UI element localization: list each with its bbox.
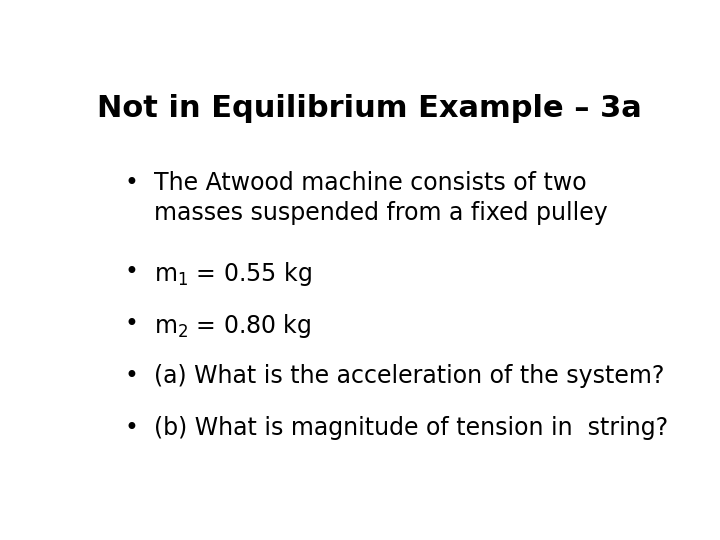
Text: m$_2$ = 0.80 kg: m$_2$ = 0.80 kg: [154, 312, 311, 340]
Text: •: •: [125, 364, 139, 388]
Text: •: •: [125, 416, 139, 440]
Text: (a) What is the acceleration of the system?: (a) What is the acceleration of the syst…: [154, 364, 665, 388]
Text: •: •: [125, 171, 139, 195]
Text: (b) What is magnitude of tension in  string?: (b) What is magnitude of tension in stri…: [154, 416, 668, 440]
Text: Not in Equilibrium Example – 3a: Not in Equilibrium Example – 3a: [96, 94, 642, 123]
Text: m$_1$ = 0.55 kg: m$_1$ = 0.55 kg: [154, 260, 312, 288]
Text: •: •: [125, 312, 139, 336]
Text: The Atwood machine consists of two
masses suspended from a fixed pulley: The Atwood machine consists of two masse…: [154, 171, 608, 225]
Text: •: •: [125, 260, 139, 284]
